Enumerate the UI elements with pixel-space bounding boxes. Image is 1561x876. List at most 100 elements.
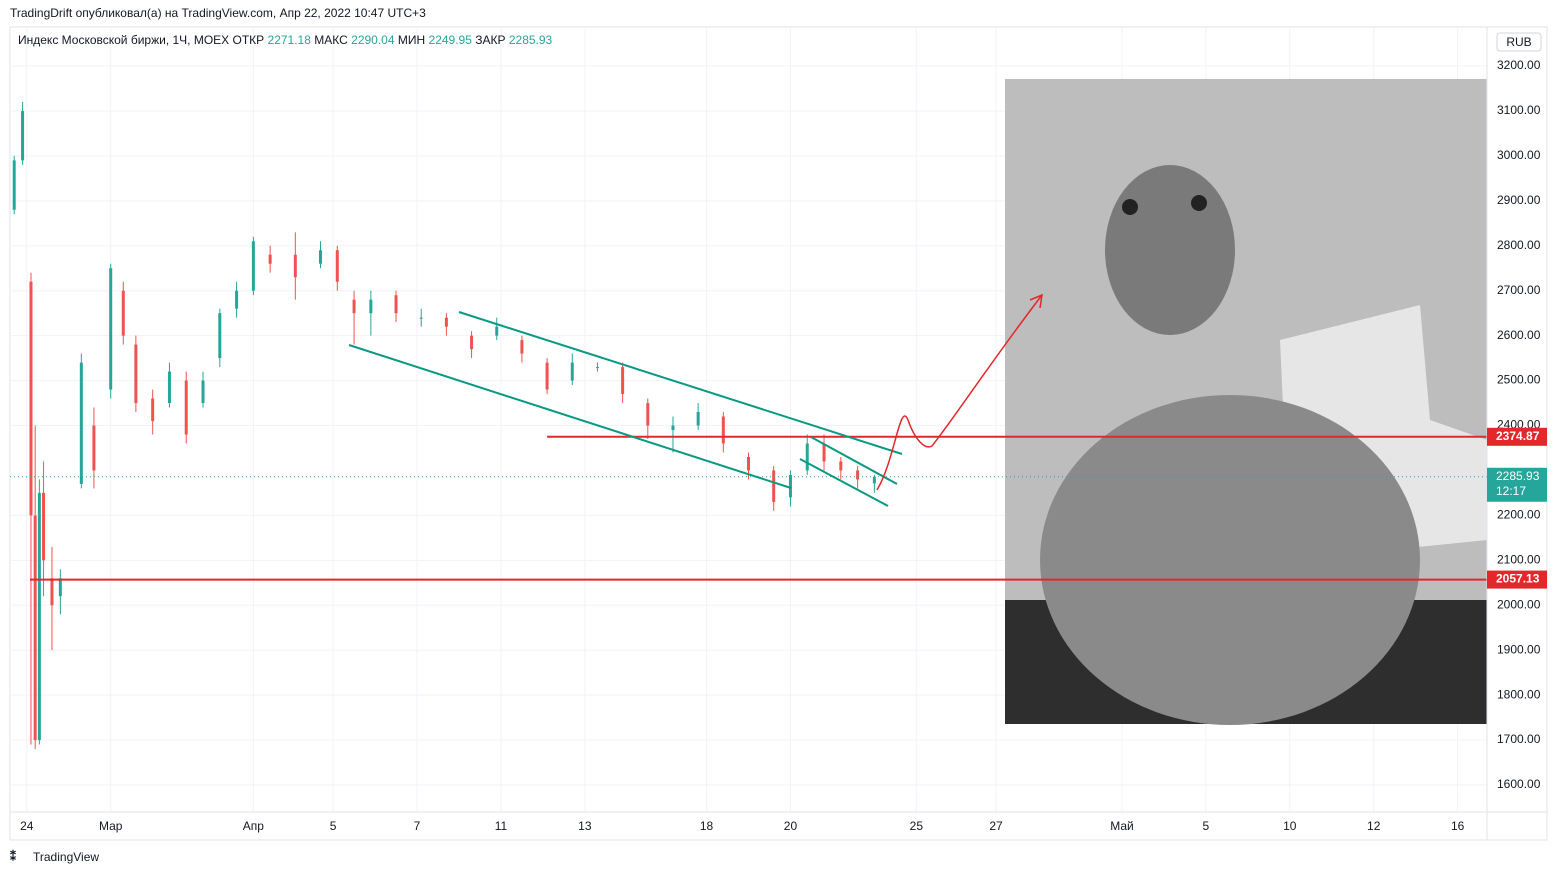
candle-body [352, 299, 356, 314]
currency-button[interactable] [1496, 32, 1542, 52]
photo-body [1040, 395, 1420, 725]
candle-body [470, 335, 474, 350]
candle-body [520, 340, 524, 354]
drawings [348, 311, 903, 507]
y-tick-label: 3100.00 [1497, 103, 1541, 117]
candle-body [109, 268, 113, 390]
ohlc-label: МИН [398, 33, 425, 47]
x-tick-label: 20 [784, 819, 798, 833]
candle-body [444, 317, 448, 327]
x-tick-label: 5 [1203, 819, 1210, 833]
trend-line [348, 344, 792, 489]
candle-body [42, 492, 46, 561]
ohlc-value: 2249.95 [429, 33, 473, 47]
x-tick-label: Мар [99, 819, 123, 833]
candle-body [595, 367, 599, 369]
candle-body [167, 371, 171, 404]
x-tick-label: Апр [243, 819, 265, 833]
y-tick-label: 1700.00 [1497, 732, 1541, 746]
photo-head [1105, 165, 1235, 335]
candle-body [872, 476, 876, 484]
x-tick-label: 5 [330, 819, 337, 833]
x-tick-label: 16 [1451, 819, 1465, 833]
countdown: 12:17 [1496, 484, 1526, 498]
candle-body [293, 254, 297, 278]
candle-body [394, 295, 398, 314]
candle-body [134, 344, 138, 404]
candle-body [788, 474, 792, 498]
candle-body [184, 380, 188, 435]
legend-text: Индекс Московской биржи, 1Ч, MOEX ОТКР 2… [18, 33, 553, 47]
candle-body [805, 443, 809, 471]
brand: TradingView [33, 850, 99, 864]
y-tick-label: 2500.00 [1497, 373, 1541, 387]
symbol: Индекс Московской биржи, 1Ч, MOEX [18, 33, 229, 47]
legend: Индекс Московской биржи, 1Ч, MOEX ОТКР 2… [18, 33, 553, 47]
candle-body [268, 254, 272, 264]
y-tick-label: 1800.00 [1497, 687, 1541, 701]
candle-body [29, 281, 33, 516]
trend-line [458, 311, 903, 455]
y-tick-label: 2900.00 [1497, 193, 1541, 207]
x-tick-label: 13 [578, 819, 592, 833]
candle-body [545, 362, 549, 390]
candle-body [419, 317, 423, 319]
ohlc-value: 2271.18 [268, 33, 312, 47]
price-label: 2057.13 [1496, 572, 1540, 586]
candle-body [369, 299, 373, 314]
x-tick-label: 11 [495, 819, 508, 833]
candle-body [235, 290, 239, 309]
candle-body [621, 367, 625, 395]
ohlc-label: ЗАКР [475, 33, 505, 47]
y-tick-label: 2600.00 [1497, 328, 1541, 342]
candle-body [646, 403, 650, 426]
trend-line [810, 436, 898, 485]
price-label: 2374.87 [1496, 429, 1540, 443]
forecast-path [876, 293, 1043, 491]
candle-body [721, 416, 725, 444]
candle-body [21, 110, 25, 161]
x-tick-label: Май [1110, 819, 1134, 833]
last-price-bg [1487, 467, 1547, 502]
price-label-bg [1487, 427, 1547, 446]
candle-body [822, 443, 826, 462]
candle-body [747, 456, 750, 471]
y-tick-label: 2000.00 [1497, 597, 1541, 611]
candle-body [218, 313, 222, 359]
ohlc-value: 2285.93 [509, 33, 553, 47]
y-tick-label: 2100.00 [1497, 552, 1541, 566]
candle-body [92, 425, 96, 471]
published-note: TradingDrift опубликовал(а) на TradingVi… [10, 6, 426, 20]
candle-body [495, 326, 499, 336]
y-tick-label: 2800.00 [1497, 238, 1541, 252]
x-tick-label: 7 [414, 819, 421, 833]
candle-body [772, 470, 776, 502]
candle-body [201, 380, 205, 404]
ohlc-label: МАКС [314, 33, 348, 47]
candle-body [696, 412, 700, 426]
x-tick-label: 10 [1283, 819, 1297, 833]
brand-logo: ⁑ [10, 849, 16, 864]
x-tick-label: 12 [1367, 819, 1381, 833]
candle-body [12, 160, 16, 210]
x-tick-label: 24 [20, 819, 34, 833]
ohlc-label: ОТКР [233, 33, 265, 47]
candle-body [50, 578, 54, 606]
price-label-bg [1487, 570, 1547, 589]
last-price: 2285.93 [1496, 469, 1540, 483]
candle-body [33, 515, 37, 741]
photo-eye [1122, 199, 1138, 215]
y-tick-label: 2200.00 [1497, 508, 1541, 522]
candle-body [856, 470, 860, 480]
candle-body [151, 398, 155, 422]
ohlc-value: 2290.04 [351, 33, 395, 47]
candle-body [839, 461, 843, 471]
candle-body [251, 241, 255, 291]
y-tick-label: 2700.00 [1497, 283, 1541, 297]
x-tick-label: 18 [700, 819, 714, 833]
candle-body [37, 492, 41, 741]
y-tick-label: 1600.00 [1497, 777, 1541, 791]
candle-body [319, 250, 323, 264]
